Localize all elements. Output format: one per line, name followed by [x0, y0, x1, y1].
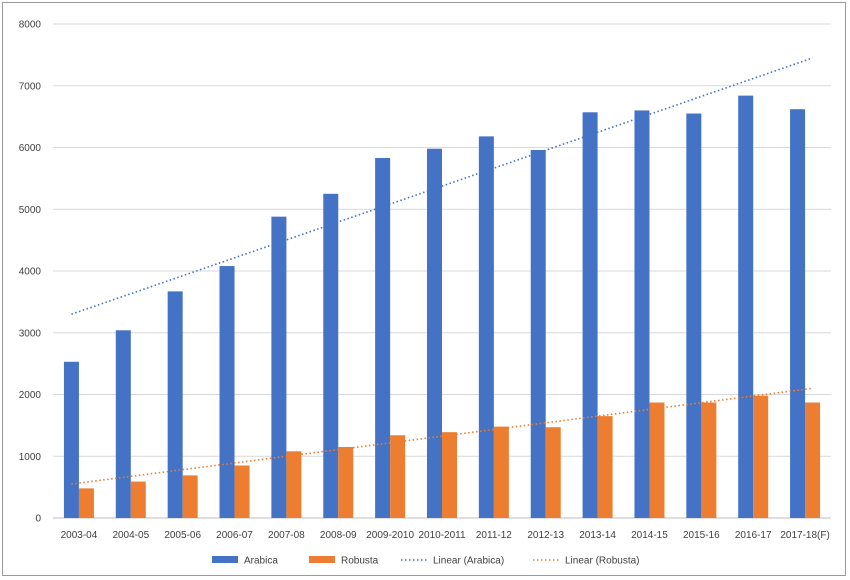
bar-robusta [442, 432, 457, 518]
y-tick-label: 8000 [19, 20, 42, 31]
x-tick-label: 2011-12 [476, 530, 512, 541]
x-tick-label: 2003-04 [61, 530, 98, 541]
bar-arabica [686, 113, 702, 518]
legend-label-arabica: Arabica [244, 556, 278, 567]
legend-swatch-arabica [212, 556, 238, 563]
y-tick-label: 6000 [19, 143, 42, 154]
bar-robusta [234, 465, 250, 518]
trendline-robusta [71, 387, 813, 485]
y-tick-label: 2000 [19, 390, 42, 401]
bar-robusta [130, 481, 146, 518]
bar-arabica [634, 110, 650, 518]
x-tick-label: 2017-18(F) [780, 530, 829, 541]
bar-robusta [286, 451, 302, 518]
bar-robusta [753, 395, 769, 518]
x-tick-label: 2005-06 [164, 530, 201, 541]
bar-robusta [805, 402, 821, 518]
x-tick-label: 2016-17 [735, 530, 772, 541]
x-tick-label: 2006-07 [216, 530, 253, 541]
x-tick-label: 2009-2010 [366, 530, 414, 541]
legend-label-linear-robusta: Linear (Robusta) [565, 556, 639, 567]
bar-arabica [790, 109, 806, 518]
x-tick-label: 2007-08 [268, 530, 305, 541]
bar-arabica [167, 291, 183, 518]
legend-label-linear-arabica: Linear (Arabica) [433, 556, 504, 567]
x-tick-label: 2012-13 [527, 530, 564, 541]
bar-arabica [63, 361, 79, 518]
bar-arabica [582, 112, 598, 519]
bar-arabica [738, 95, 754, 518]
x-tick-label: 2013-14 [579, 530, 616, 541]
bar-robusta [701, 402, 717, 518]
bar-arabica [271, 216, 287, 518]
bar-robusta [545, 427, 561, 518]
bar-arabica [478, 136, 494, 518]
bar-arabica [219, 266, 235, 518]
bar-robusta [597, 416, 613, 518]
y-tick-label: 4000 [19, 267, 42, 278]
legend-label-robusta: Robusta [341, 556, 379, 567]
bar-arabica [375, 157, 391, 518]
bar-robusta [338, 446, 354, 518]
bar-arabica [323, 193, 339, 518]
trendline-arabica [71, 57, 813, 315]
x-tick-label: 2004-05 [112, 530, 149, 541]
x-tick-label: 2015-16 [683, 530, 720, 541]
bar-arabica [115, 330, 131, 518]
bar-chart: 0 1000 2000 3000 4000 5000 6000 7000 8000 2003-04… [19, 20, 831, 567]
bar-arabica [427, 148, 442, 519]
x-tick-label: 2014-15 [631, 530, 668, 541]
x-tick-label: 2008-09 [320, 530, 357, 541]
y-tick-label: 7000 [19, 81, 42, 92]
x-tick-label: 2010-2011 [418, 530, 466, 541]
y-tick-label: 3000 [19, 328, 42, 339]
bar-arabica [530, 149, 546, 518]
bar-robusta [182, 475, 198, 518]
bar-robusta [493, 426, 509, 518]
y-tick-label: 5000 [19, 205, 42, 216]
bar-robusta [390, 435, 406, 518]
y-tick-label: 1000 [19, 452, 42, 463]
y-tick-label: 0 [35, 514, 41, 525]
bar-robusta [649, 402, 665, 518]
bar-robusta [78, 488, 94, 518]
legend-swatch-robusta [309, 556, 335, 563]
